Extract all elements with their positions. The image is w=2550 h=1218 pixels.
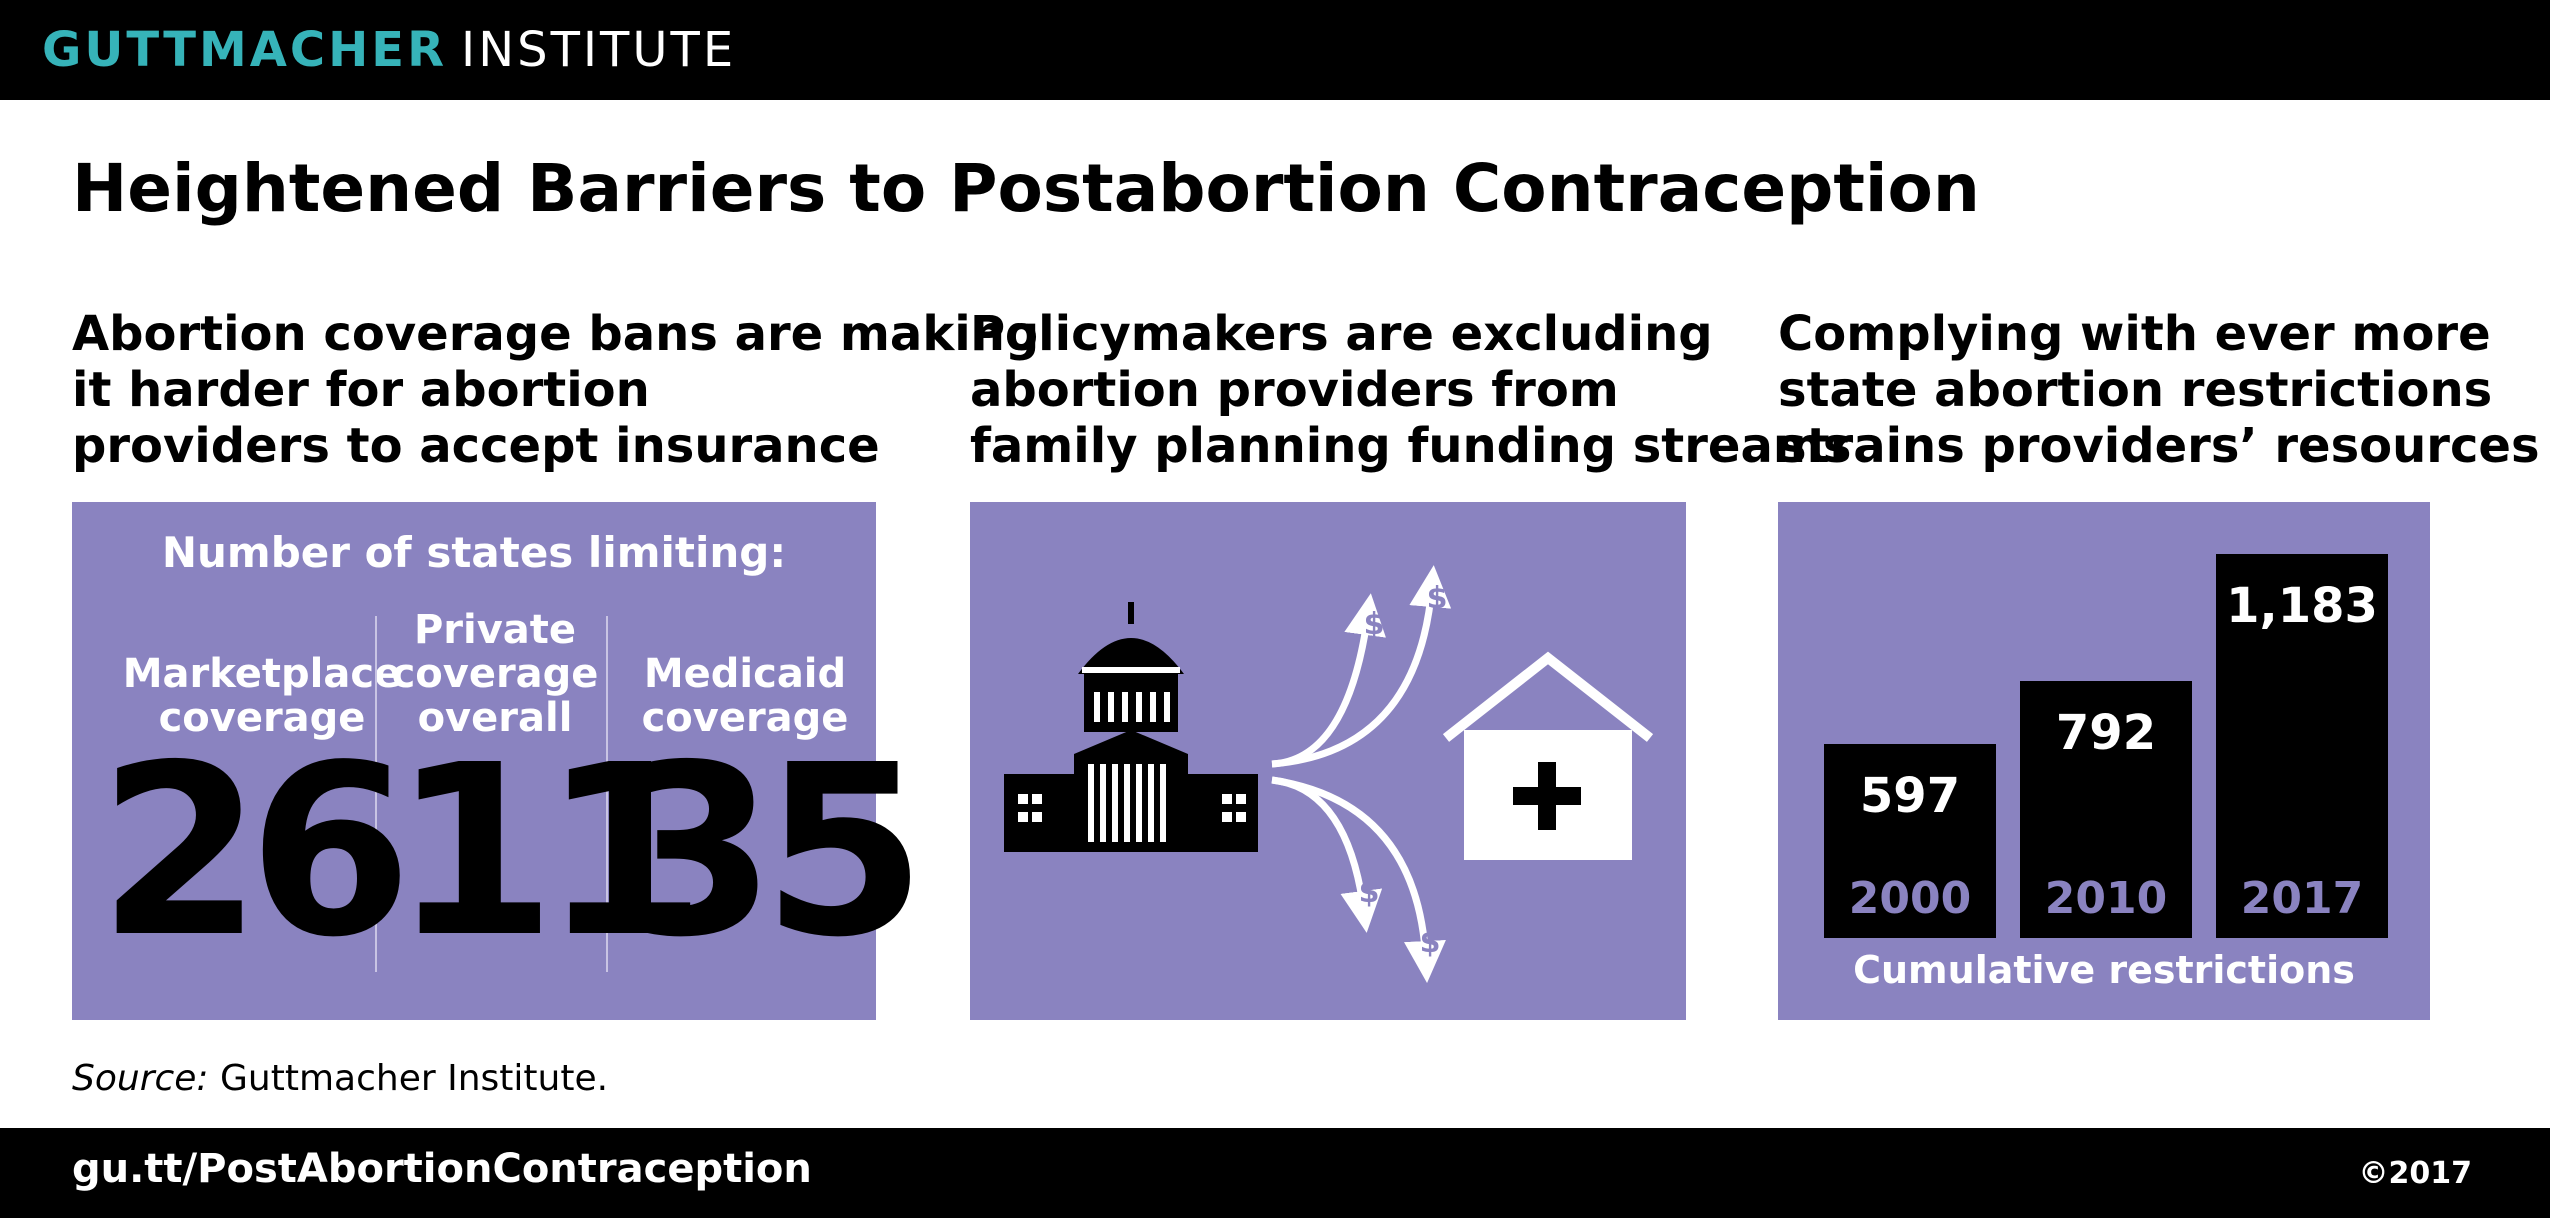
heading-line: family planning funding streams [970,418,1852,474]
private-count: 11 [392,714,706,989]
funding-illustration: $ $ $ $ [1004,565,1654,983]
private-label: Private coverage overall [375,608,615,740]
coverage-panel-heading: Number of states limiting: [161,528,787,577]
label-line: coverage [641,695,849,741]
heading-line: it harder for abortion [72,362,650,418]
bar-2017: 1,183 2017 [2216,554,2388,938]
dollar-sign: $ [1364,607,1385,642]
dollar-arrow-icon [1271,565,1452,983]
capitol-building-icon [1004,602,1258,852]
heading-line: strains providers’ resources [1778,418,2540,474]
source-text: Guttmacher Institute. [220,1058,609,1099]
heading-line: providers to accept insurance [72,418,880,474]
dollar-sign: $ [1427,581,1448,616]
brand-bold: GUTTMACHER [42,22,448,78]
category-label: 2010 [2044,873,2168,924]
column-heading-restrictions: Complying with ever more state abortion … [1778,306,2540,474]
footer-bar: gu.tt/PostAbortionContraception ©2017 [0,1128,2550,1218]
copyright-text: ©2017 [2358,1156,2473,1191]
label-line: coverage [158,695,366,741]
bar-2000: 597 2000 [1824,744,1996,938]
column-heading-funding: Policymakers are excluding abortion prov… [970,306,1851,474]
heading-line: abortion providers from [970,362,1619,418]
top-bar: GUTTMACHER INSTITUTE [0,0,2550,100]
heading-line: Abortion coverage bans are making [72,306,1040,362]
heading-line: Policymakers are excluding [970,306,1713,362]
bar-value-label: 792 [2055,705,2157,761]
source-label: Source: [72,1058,209,1099]
dollar-sign: $ [1359,875,1380,910]
restrictions-chart: 597 2000 792 2010 1,183 2017 Cumulative restr… [1778,502,2430,1020]
label-line: Marketplace [122,651,402,697]
category-label: 2017 [2240,873,2364,924]
medicaid-label: Medicaid coverage [600,652,890,740]
category-label: 2000 [1848,873,1972,924]
brand-logo: GUTTMACHER INSTITUTE [42,22,736,78]
source-note: Source: Guttmacher Institute. [72,1058,608,1099]
page-title: Heightened Barriers to Postabortion Cont… [72,150,1980,227]
coverage-panel: Number of states limiting: Marketplace c… [72,502,926,1020]
divider [606,616,608,972]
bar-value-label: 597 [1859,768,1961,824]
clinic-cross-icon [1442,651,1654,860]
marketplace-count: 26 [98,714,412,989]
funding-panel: $ $ $ $ [970,502,1686,1020]
heading-line: Complying with ever more [1778,306,2491,362]
marketplace-label: Marketplace coverage [82,652,442,740]
bar-2010: 792 2010 [2020,681,2192,938]
label-line: coverage [391,651,599,697]
label-line: Private [413,607,577,653]
divider [375,616,377,972]
column-heading-coverage: Abortion coverage bans are making it har… [72,306,1039,474]
dollar-sign: $ [1420,925,1441,960]
medicaid-count: 35 [612,714,926,989]
footer-url-link[interactable]: gu.tt/PostAbortionContraception [72,1146,812,1192]
label-line: overall [417,695,573,741]
brand-regular: INSTITUTE [461,22,737,78]
bar-value-label: 1,183 [2226,578,2378,634]
label-line: Medicaid [643,651,847,697]
x-axis-label: Cumulative restrictions [1853,948,2355,992]
heading-line: state abortion restrictions [1778,362,2493,418]
